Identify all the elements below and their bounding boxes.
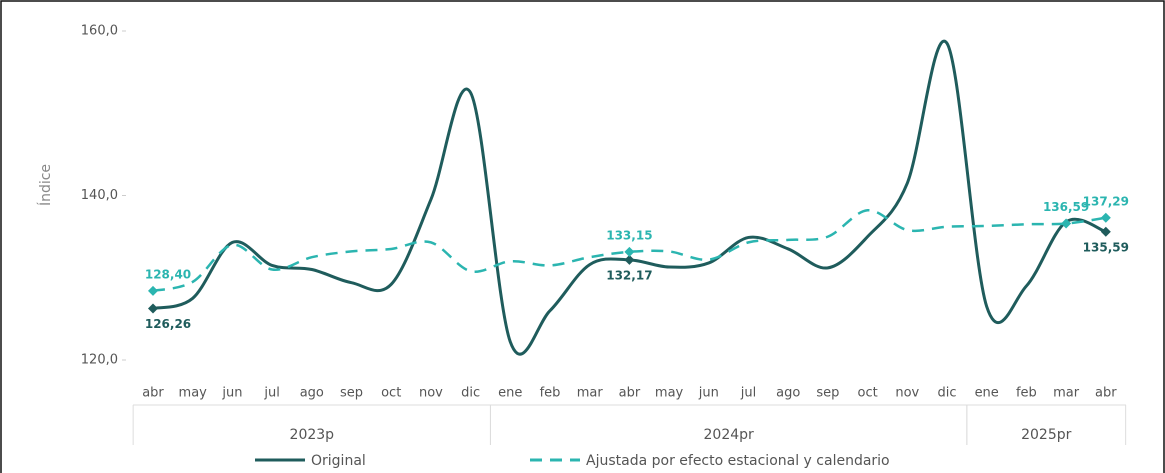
point-marker — [1100, 212, 1111, 223]
data-label: 126,26 — [145, 317, 191, 331]
x-tick-label: abr — [1095, 386, 1117, 401]
x-tick-label: oct — [381, 386, 401, 401]
x-tick-label: jun — [221, 386, 242, 401]
data-label: 133,15 — [606, 228, 652, 242]
group-label: 2025pr — [1021, 427, 1072, 443]
x-tick-label: ago — [300, 386, 324, 401]
x-tick-label: jul — [740, 386, 756, 401]
x-tick-label: nov — [895, 386, 919, 401]
x-tick-label: mar — [577, 386, 604, 401]
data-label: 135,59 — [1083, 240, 1129, 254]
point-marker — [1100, 226, 1111, 237]
x-tick-label: nov — [419, 386, 443, 401]
x-tick-label: jul — [263, 386, 279, 401]
x-tick-label: dic — [937, 386, 956, 401]
data-label: 136,59 — [1043, 200, 1089, 214]
point-marker — [148, 285, 158, 296]
x-tick-label: may — [655, 386, 684, 401]
x-tick-label: feb — [540, 386, 561, 401]
x-tick-label: oct — [857, 386, 877, 401]
legend-label: Original — [311, 453, 366, 469]
x-tick-label: feb — [1016, 386, 1037, 401]
x-tick-label: ago — [776, 386, 800, 401]
point-marker — [624, 254, 635, 265]
point-marker — [1061, 218, 1072, 229]
series-line — [152, 209, 1106, 293]
data-label: 132,17 — [606, 268, 652, 282]
x-tick-label: abr — [619, 386, 641, 401]
x-tick-label: sep — [340, 386, 363, 401]
point-marker — [624, 246, 635, 257]
x-tick-label: sep — [816, 386, 839, 401]
x-tick-label: dic — [461, 386, 480, 401]
data-label: 137,29 — [1083, 194, 1129, 208]
x-tick-label: jun — [698, 386, 719, 401]
data-label: 128,40 — [145, 267, 191, 281]
y-tick-label: 160,0 — [81, 24, 118, 39]
y-axis-label: Índice — [37, 164, 54, 206]
group-label: 2023p — [290, 427, 335, 443]
series-line — [152, 39, 1107, 356]
x-tick-label: mar — [1053, 386, 1080, 401]
x-tick-label: abr — [142, 386, 164, 401]
y-tick-label: 120,0 — [81, 353, 118, 368]
legend-label: Ajustada por efecto estacional y calenda… — [586, 453, 890, 469]
y-tick-label: 140,0 — [81, 188, 118, 203]
point-marker — [148, 303, 158, 314]
x-tick-label: may — [179, 386, 208, 401]
x-tick-label: ene — [498, 386, 522, 401]
x-tick-label: ene — [975, 386, 999, 401]
group-label: 2024pr — [704, 427, 755, 443]
